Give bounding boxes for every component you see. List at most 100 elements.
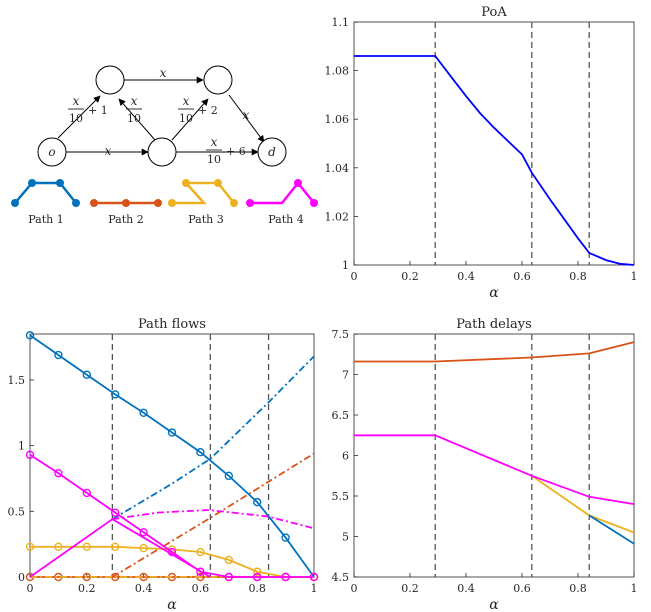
node-a xyxy=(95,65,125,95)
x-tick-label: 1 xyxy=(311,582,318,595)
y-tick-label: 1.1 xyxy=(332,16,350,29)
edge-b-c xyxy=(171,98,209,141)
y-tick-label: 0.5 xyxy=(8,505,26,518)
x-tick-label: 0.6 xyxy=(513,270,531,283)
point-path4_solid xyxy=(25,450,35,460)
path-legend: Path 1 Path 2 Path 3 xyxy=(11,179,318,226)
y-tick-label: 7 xyxy=(342,369,349,382)
point-path4_solid xyxy=(281,572,290,582)
series-poa xyxy=(354,55,635,266)
edge-label-b-a: x 10 xyxy=(126,94,142,125)
edge-b-a xyxy=(118,98,156,141)
point-path1_solid xyxy=(253,497,262,507)
node-destination xyxy=(257,137,287,167)
svg-text:10: 10 xyxy=(207,153,221,166)
x-tick-label: 0 xyxy=(27,582,34,595)
point-path3_solid xyxy=(54,542,63,551)
y-tick-label: 1.5 xyxy=(8,374,26,387)
x-tick-label: 0.6 xyxy=(192,582,210,595)
x-tick-label: 0.4 xyxy=(457,270,475,283)
point-path4_solid xyxy=(309,572,319,582)
legend-path-4-label: Path 4 xyxy=(268,213,303,226)
legend-path-3-label: Path 3 xyxy=(188,213,223,226)
point-path3_solid xyxy=(25,542,35,551)
point-path3_solid xyxy=(110,542,120,551)
point-path1_solid xyxy=(196,448,205,457)
series-path2 xyxy=(354,341,635,363)
svg-text:+ 6: + 6 xyxy=(226,145,246,158)
edge-c-d xyxy=(228,94,265,143)
y-tick-label: 6.5 xyxy=(332,409,350,422)
edge-label-c-d: x xyxy=(243,108,250,122)
node-c xyxy=(203,65,233,95)
x-tick-label: 0.2 xyxy=(401,582,419,595)
point-path1_solid xyxy=(224,471,234,481)
point-path1_solid xyxy=(281,533,290,542)
x-axis-label: α xyxy=(167,597,177,612)
x-tick-label: 0.8 xyxy=(569,582,587,595)
y-tick-label: 1.06 xyxy=(325,113,350,126)
svg-text:10: 10 xyxy=(179,112,193,125)
y-tick-label: 1 xyxy=(18,440,25,453)
series-path4_solid xyxy=(29,454,314,578)
series-path1_solid xyxy=(29,334,315,578)
x-tick-label: 1 xyxy=(631,270,638,283)
svg-text:x: x xyxy=(183,94,190,108)
legend-path-2: Path 2 xyxy=(90,199,162,226)
plot-frame xyxy=(29,333,315,578)
node-origin-label: o xyxy=(48,145,55,159)
x-tick-label: 0.4 xyxy=(135,582,153,595)
series-path3 xyxy=(531,475,635,534)
edge-label-o-a: x 10 + 1 xyxy=(68,94,108,125)
x-tick-label: 0 xyxy=(351,270,358,283)
point-path4_solid xyxy=(196,567,205,576)
svg-text:x: x xyxy=(73,94,80,108)
point-path1_solid xyxy=(54,350,63,360)
y-tick-label: 0 xyxy=(18,571,25,584)
x-tick-label: 0.4 xyxy=(457,582,475,595)
series-path1 xyxy=(588,514,635,545)
legend-path-3: Path 3 xyxy=(168,179,238,226)
series-path1_dash xyxy=(111,355,315,520)
legend-path-4: Path 4 xyxy=(246,179,318,226)
x-tick-label: 1 xyxy=(631,582,638,595)
node-b xyxy=(147,137,177,167)
x-tick-label: 0.2 xyxy=(78,582,96,595)
node-destination-label: d xyxy=(268,145,276,159)
svg-text:x: x xyxy=(131,94,138,108)
legend-path-1-label: Path 1 xyxy=(28,213,63,226)
plot-frame xyxy=(353,21,635,266)
point-path4_solid xyxy=(110,508,120,517)
chart-title: Path delays xyxy=(456,317,532,332)
chart-path-flows: 0 0.2 0.4 0.6 0.8 1 0 0.5 1 1.5 Path flows α xyxy=(8,317,319,612)
node-origin xyxy=(37,137,67,167)
y-tick-label: 6 xyxy=(342,450,349,463)
series-path3_solid xyxy=(30,545,314,578)
y-tick-label: 7.5 xyxy=(332,328,350,341)
x-tick-label: 0 xyxy=(351,582,358,595)
point-path3_solid xyxy=(196,547,205,557)
svg-text:10: 10 xyxy=(69,112,83,125)
svg-text:10: 10 xyxy=(127,112,141,125)
edge-o-a xyxy=(57,95,101,139)
point-path3_solid xyxy=(139,543,148,553)
y-tick-label: 5.5 xyxy=(332,490,350,503)
edge-label-o-b: x xyxy=(105,144,112,158)
edge-label-b-c: x 10 + 2 xyxy=(178,94,218,125)
svg-text:x: x xyxy=(211,135,218,149)
point-path1_solid xyxy=(167,428,177,437)
svg-text:+ 2: + 2 xyxy=(198,104,218,117)
chart-path-delays: 0 0.2 0.4 0.6 0.8 1 4.5 5 5.5 6 6.5 7 7.5 Path delays… xyxy=(332,317,638,612)
series-path4 xyxy=(354,434,635,505)
x-tick-label: 0.8 xyxy=(569,270,587,283)
plot-frame xyxy=(353,333,635,578)
chart-title: Path flows xyxy=(138,317,206,332)
x-axis-label: α xyxy=(489,597,499,612)
legend-path-1: Path 1 xyxy=(11,179,80,226)
y-tick-label: 1.04 xyxy=(325,162,350,175)
point-path3_solid xyxy=(82,542,92,551)
x-tick-label: 0.6 xyxy=(513,582,531,595)
edge-label-b-d: x 10 + 6 xyxy=(206,135,246,166)
point-path4_solid xyxy=(139,528,148,537)
